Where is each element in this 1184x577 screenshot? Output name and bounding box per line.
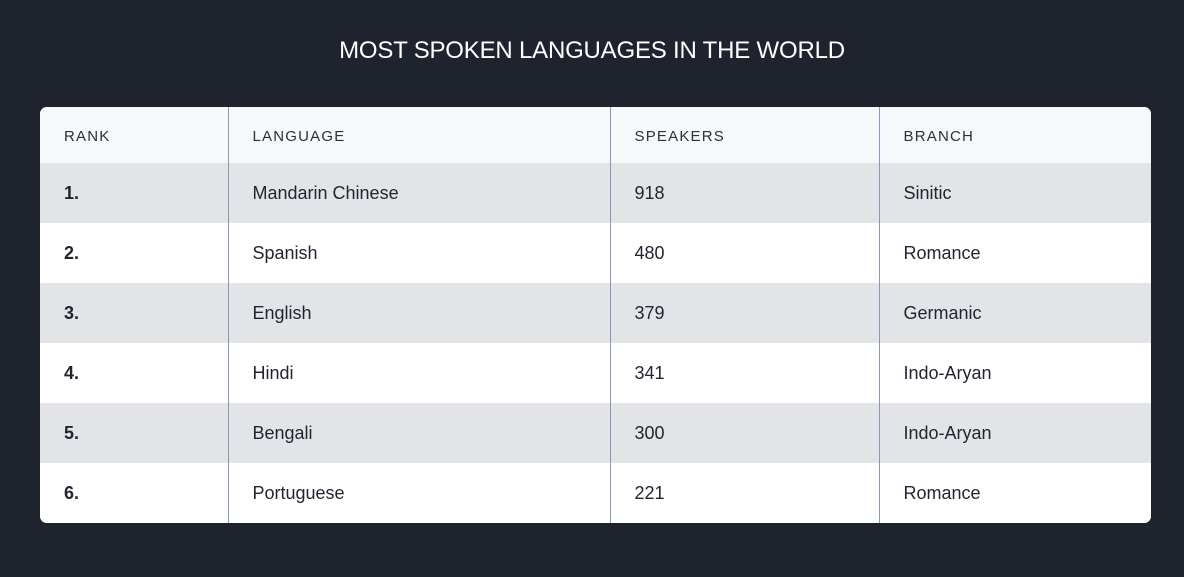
cell-speakers: 480 <box>609 223 879 283</box>
cell-language: Hindi <box>227 343 610 403</box>
table-row: 5. Bengali 300 Indo-Aryan <box>40 403 1151 463</box>
cell-branch: Romance <box>878 223 1151 283</box>
cell-rank: 3. <box>64 302 80 323</box>
cell-rank: 1. <box>64 182 80 203</box>
header-row: RANK LANGUAGE SPEAKERS BRANCH <box>40 107 1151 163</box>
page-title: MOST SPOKEN LANGUAGES IN THE WORLD <box>339 37 845 64</box>
cell-language: Bengali <box>227 403 610 463</box>
table-body: 1. Mandarin Chinese 918 Sinitic 2. Spani… <box>40 163 1151 523</box>
header-language: LANGUAGE <box>227 107 610 163</box>
table-row: 3. English 379 Germanic <box>40 283 1151 343</box>
cell-speakers: 918 <box>609 163 879 223</box>
cell-branch: Romance <box>878 463 1151 523</box>
cell-branch: Indo-Aryan <box>878 343 1151 403</box>
cell-language: English <box>227 283 610 343</box>
cell-rank: 4. <box>64 362 80 383</box>
table-row: 2. Spanish 480 Romance <box>40 223 1151 283</box>
cell-branch: Indo-Aryan <box>878 403 1151 463</box>
cell-language: Mandarin Chinese <box>227 163 610 223</box>
header-rank: RANK <box>64 127 111 145</box>
cell-speakers: 221 <box>609 463 879 523</box>
cell-speakers: 300 <box>609 403 879 463</box>
table-row: 4. Hindi 341 Indo-Aryan <box>40 343 1151 403</box>
cell-branch: Germanic <box>878 283 1151 343</box>
cell-branch: Sinitic <box>878 163 1151 223</box>
cell-speakers: 379 <box>609 283 879 343</box>
table-header: RANK LANGUAGE SPEAKERS BRANCH <box>40 107 1151 163</box>
table-row: 1. Mandarin Chinese 918 Sinitic <box>40 163 1151 223</box>
header-speakers: SPEAKERS <box>609 107 879 163</box>
header-branch: BRANCH <box>878 107 1151 163</box>
cell-rank: 5. <box>64 422 80 443</box>
cell-rank: 6. <box>64 482 80 503</box>
cell-rank: 2. <box>64 242 80 263</box>
cell-language: Portuguese <box>227 463 610 523</box>
languages-table-card: RANK LANGUAGE SPEAKERS BRANCH 1. Mandari… <box>40 107 1151 523</box>
cell-speakers: 341 <box>609 343 879 403</box>
cell-language: Spanish <box>227 223 610 283</box>
languages-table: RANK LANGUAGE SPEAKERS BRANCH 1. Mandari… <box>40 107 1151 523</box>
table-row: 6. Portuguese 221 Romance <box>40 463 1151 523</box>
